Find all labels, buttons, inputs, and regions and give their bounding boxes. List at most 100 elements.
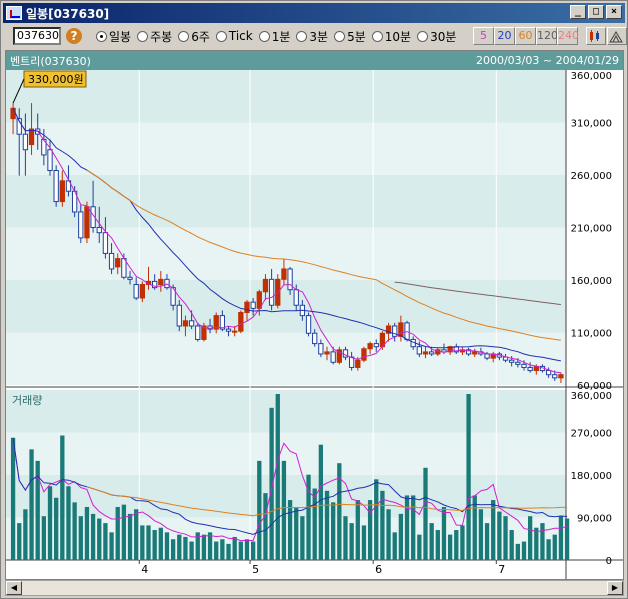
window-title: 일봉[037630] — [26, 6, 110, 21]
volume-bar — [257, 460, 262, 560]
candle-body — [312, 332, 318, 345]
radio-dot-icon[interactable] — [178, 30, 190, 42]
help-icon[interactable]: ? — [66, 28, 82, 44]
scroll-right-arrow-icon[interactable]: ▶ — [607, 581, 623, 595]
x-tick-label: 4 — [141, 563, 148, 576]
candle-body — [342, 349, 349, 358]
volume-bar — [460, 525, 465, 560]
stock-chart[interactable]: 360,000 310,000 260,000 210,000 160,000 110,0… — [6, 70, 623, 579]
volume-bar — [527, 516, 533, 560]
candle-body — [133, 284, 139, 299]
volume-tick-label: 180,000 — [571, 471, 612, 482]
period-radio-8[interactable]: 30분 — [417, 28, 456, 45]
candle-body — [367, 343, 373, 350]
pattern-icon[interactable] — [607, 27, 627, 45]
candle-body — [84, 206, 90, 239]
candle-body — [139, 284, 145, 299]
chart-info-bar: 벤트리(037630) 2000/03/03 ~ 2004/01/29 — [6, 51, 623, 70]
volume-bar — [214, 541, 219, 560]
price-tick-label: 210,000 — [571, 224, 612, 235]
period-radio-7[interactable]: 10분 — [371, 28, 411, 45]
volume-bar — [201, 534, 207, 560]
price-band — [6, 332, 566, 385]
volume-bar — [349, 523, 354, 560]
candle-body — [244, 301, 250, 314]
volume-bar — [491, 500, 496, 560]
x-tick-label: 7 — [498, 563, 505, 576]
radio-dot-icon[interactable] — [137, 30, 149, 42]
candle-body — [195, 325, 201, 340]
candle-body — [115, 258, 121, 268]
period-radio-6[interactable]: 5분 — [334, 28, 366, 45]
volume-ma5-line — [12, 437, 568, 542]
volume-bar — [454, 530, 459, 560]
chart-area[interactable]: 벤트리(037630) 2000/03/03 ~ 2004/01/29 360,… — [5, 50, 624, 580]
horizontal-scrollbar[interactable]: ◀ ▶ — [5, 580, 624, 596]
candle-body — [41, 138, 47, 156]
candle-body — [188, 320, 195, 327]
candle-body — [90, 206, 96, 228]
ma-button-60[interactable]: 60 — [515, 27, 536, 45]
candle-body — [127, 276, 133, 280]
maximize-button[interactable]: □ — [588, 5, 604, 19]
candle-body — [219, 315, 226, 330]
period-radio-1[interactable]: 주봉 — [137, 28, 172, 45]
candle-body — [96, 227, 102, 234]
candle-body — [10, 107, 16, 120]
volume-bar — [47, 486, 53, 560]
moving-average-buttons: 5 20 60 120 240 — [473, 27, 579, 45]
radio-dot-icon[interactable] — [96, 30, 107, 42]
volume-bar — [232, 536, 237, 560]
radio-dot-icon[interactable] — [334, 30, 346, 42]
volume-bar — [472, 495, 477, 560]
volume-bar — [54, 497, 59, 560]
volume-bar — [226, 543, 231, 560]
volume-bar — [72, 502, 77, 560]
price-ma120-line — [394, 281, 561, 306]
candle-body — [78, 211, 84, 239]
ma-button-20[interactable]: 20 — [494, 27, 515, 45]
volume-bar — [552, 534, 557, 560]
volume-bar — [250, 541, 256, 560]
title-bar[interactable]: 일봉[037630] _ □ × — [3, 3, 625, 23]
volume-bar — [84, 506, 90, 560]
volume-bar — [435, 530, 440, 560]
candle-body — [262, 278, 269, 293]
period-radio-4[interactable]: 1분 — [258, 28, 291, 45]
close-button[interactable]: × — [606, 5, 622, 19]
volume-bar — [466, 394, 471, 560]
ma-button-5[interactable]: 5 — [473, 27, 494, 45]
period-label: 일봉 — [109, 29, 132, 44]
price-band — [6, 70, 566, 123]
candle-body — [348, 356, 355, 368]
candle-body — [416, 346, 422, 355]
volume-bar — [411, 495, 416, 560]
volume-bar — [60, 435, 65, 560]
period-label: Tick — [228, 29, 253, 43]
radio-dot-icon[interactable] — [371, 30, 383, 42]
radio-dot-icon[interactable] — [417, 30, 429, 42]
candle-body — [102, 232, 109, 254]
candle-body — [213, 315, 219, 330]
period-radio-5[interactable]: 3분 — [296, 28, 328, 45]
candle-body — [281, 268, 287, 280]
period-radio-2[interactable]: 6주 — [178, 28, 210, 45]
radio-dot-icon[interactable] — [215, 30, 227, 42]
ma-button-240[interactable]: 240 — [557, 27, 579, 45]
stock-code-input[interactable]: 037630 — [13, 27, 61, 45]
period-radio-0[interactable]: 일봉 — [96, 28, 131, 45]
radio-dot-icon[interactable] — [296, 30, 308, 42]
volume-bar — [367, 500, 373, 560]
period-radio-3[interactable]: Tick — [215, 28, 253, 45]
scroll-left-arrow-icon[interactable]: ◀ — [6, 581, 22, 595]
candle-body — [250, 301, 256, 309]
radio-dot-icon[interactable] — [258, 30, 270, 42]
minimize-button[interactable]: _ — [570, 5, 586, 19]
candle-chart-icon[interactable] — [586, 27, 606, 45]
price-tick-label: 310,000 — [571, 119, 612, 130]
price-ma5-line — [12, 108, 561, 374]
candle-body — [121, 258, 127, 278]
period-label: 1분 — [271, 29, 291, 44]
ma-button-120[interactable]: 120 — [536, 27, 558, 45]
candle-body — [201, 325, 207, 340]
